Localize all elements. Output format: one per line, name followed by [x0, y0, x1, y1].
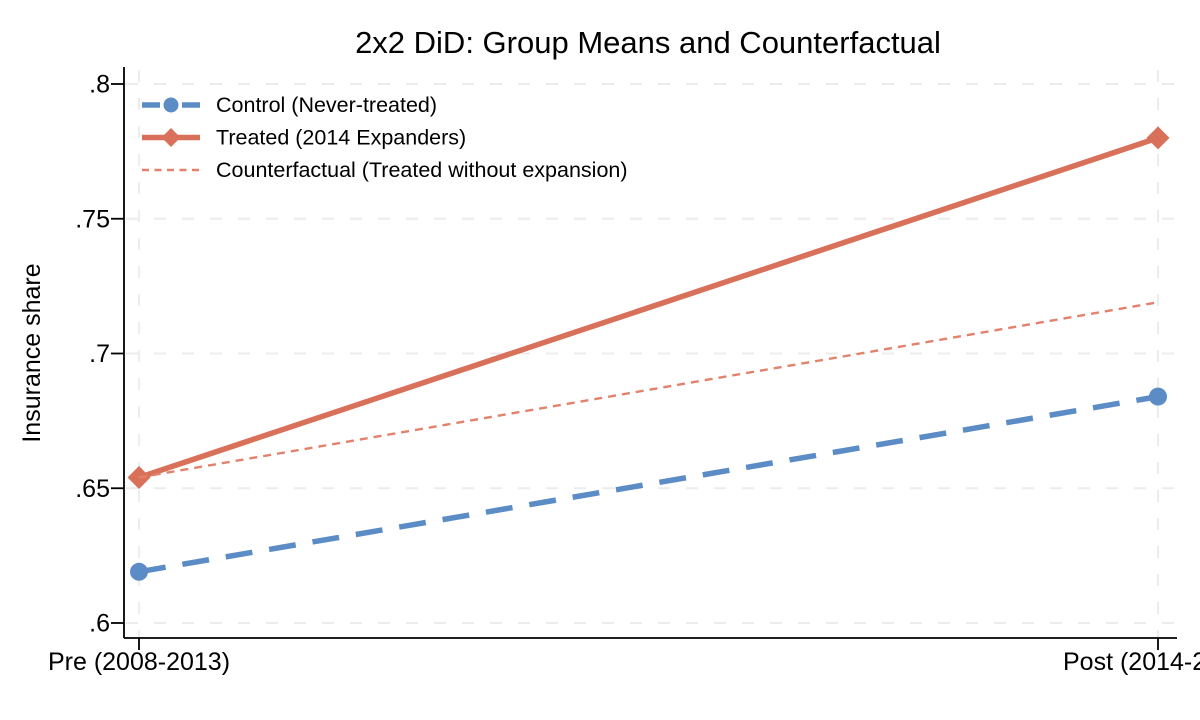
series-control-never-treated [130, 387, 1167, 581]
circle-marker [1149, 387, 1167, 406]
series-lines [127, 126, 1170, 581]
y-tick-label: .65 [75, 475, 110, 503]
y-tick-label: .8 [89, 71, 110, 99]
legend-item: Counterfactual (Treated without expansio… [142, 158, 628, 182]
legend: Control (Never-treated) Treated (2014 Exp… [142, 93, 628, 182]
legend-diamond-marker [161, 128, 181, 147]
series-line [138, 301, 1159, 479]
y-tick-label: .7 [89, 340, 110, 368]
legend-label: Treated (2014 Expanders) [216, 126, 466, 150]
y-axis-label: Insurance share [18, 263, 46, 442]
legend-item: Control (Never-treated) [142, 93, 437, 117]
series-line [138, 135, 1159, 481]
series-counterfactual-treated-without-expansion [138, 301, 1159, 479]
chart-text: 2x2 DiD: Group Means and Counterfactual … [18, 25, 1200, 676]
series-line [138, 393, 1159, 575]
legend-item: Treated (2014 Expanders) [142, 126, 466, 150]
axes [111, 67, 1177, 650]
legend-circle-marker [163, 97, 179, 113]
x-tick-label-post: Post (2014-2 [1063, 648, 1200, 676]
legend-label: Control (Never-treated) [216, 93, 437, 117]
chart-title: 2x2 DiD: Group Means and Counterfactual [355, 25, 941, 60]
diamond-marker [1146, 126, 1170, 150]
legend-label: Counterfactual (Treated without expansio… [216, 158, 628, 182]
y-tick-label: .75 [75, 205, 110, 233]
y-tick-label: .6 [89, 610, 110, 638]
gridlines [126, 70, 1177, 638]
x-tick-label-pre: Pre (2008-2013) [48, 648, 230, 676]
circle-marker [130, 562, 148, 581]
